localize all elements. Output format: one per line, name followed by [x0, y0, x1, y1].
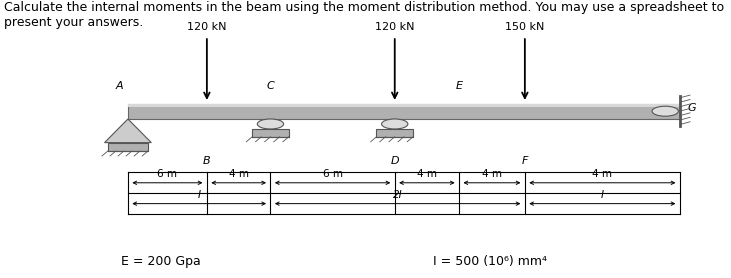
Text: 6 m: 6 m: [322, 170, 343, 180]
Text: 120 kN: 120 kN: [375, 22, 414, 32]
Text: I: I: [601, 190, 604, 200]
Text: B: B: [203, 156, 211, 166]
Text: D: D: [390, 156, 399, 166]
Text: 4 m: 4 m: [229, 170, 249, 180]
Bar: [252, 129, 289, 137]
Text: G: G: [687, 103, 696, 113]
Text: I = 500 (10⁶) mm⁴: I = 500 (10⁶) mm⁴: [433, 255, 547, 268]
Circle shape: [257, 119, 284, 129]
Text: F: F: [522, 156, 528, 166]
Text: A: A: [115, 81, 123, 91]
Text: Calculate the internal moments in the beam using the moment distribution method.: Calculate the internal moments in the be…: [4, 1, 724, 29]
Polygon shape: [105, 119, 151, 143]
Text: 6 m: 6 m: [157, 170, 178, 180]
Circle shape: [652, 106, 678, 116]
Circle shape: [382, 119, 408, 129]
Text: E: E: [455, 81, 463, 91]
Text: I: I: [197, 190, 201, 200]
Text: 4 m: 4 m: [592, 170, 613, 180]
Text: 150 kN: 150 kN: [505, 22, 545, 32]
Text: 4 m: 4 m: [482, 170, 502, 180]
Text: C: C: [267, 81, 274, 91]
Bar: [108, 143, 148, 151]
Text: 120 kN: 120 kN: [187, 22, 227, 32]
Bar: [128, 103, 680, 119]
Text: E = 200 Gpa: E = 200 Gpa: [121, 255, 201, 268]
Text: 4 m: 4 m: [417, 170, 437, 180]
Text: 2I: 2I: [393, 190, 403, 200]
Bar: [128, 104, 680, 107]
Bar: [376, 129, 413, 137]
